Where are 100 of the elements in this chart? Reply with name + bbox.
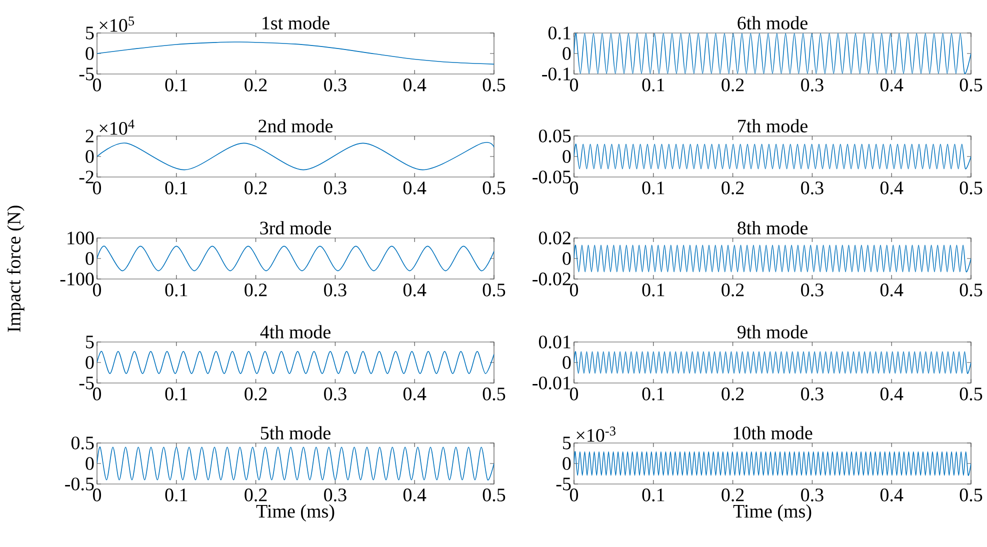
x-tick-label: 0.5 <box>482 284 506 296</box>
x-tick-label: 0.4 <box>880 284 904 296</box>
chart-title: 4th mode <box>260 325 330 338</box>
x-tick-label: 0.1 <box>165 488 188 502</box>
y-tick-label: -0.5 <box>65 478 94 490</box>
y-tick-label: 0 <box>562 457 571 470</box>
y-tick-label: 0 <box>86 150 94 163</box>
x-tick-label: 0.2 <box>244 488 267 502</box>
chart-title: 5th mode <box>260 426 330 440</box>
y-tick-label: -0.05 <box>532 170 571 184</box>
y-axis-title: Impact force (N) <box>6 206 24 332</box>
x-tick-label: 0.2 <box>244 182 267 194</box>
x-tick-label: 0.4 <box>403 78 426 92</box>
x-tick-label: 0.3 <box>324 78 346 92</box>
text: ×10$^{5}$ <box>100 16 134 32</box>
y-tick-label: 0 <box>562 150 571 163</box>
x-tick-label: 0.4 <box>403 182 426 194</box>
chart-title: 10th mode <box>734 426 812 440</box>
y-tick-label: 100 <box>68 232 94 244</box>
x-tick-label: 0.5 <box>482 78 506 92</box>
y-tick-label: -100 <box>60 272 94 286</box>
x-tick-label: 0.5 <box>960 78 982 92</box>
line-series <box>97 246 494 272</box>
y-tick-label: 0.01 <box>538 336 570 348</box>
x-tick-label: 0.5 <box>960 388 982 400</box>
y-tick-label: 0 <box>86 252 94 265</box>
y-tick-label: -2 <box>79 170 94 184</box>
x-tick-label: 0.3 <box>801 488 824 502</box>
x-tick-label: 0.2 <box>244 388 267 400</box>
chart-title: 6th mode <box>738 16 808 30</box>
y-tick-label: 0 <box>562 356 571 369</box>
x-tick-label: 0.4 <box>403 488 426 502</box>
x-tick-label: 0.2 <box>722 488 744 502</box>
x-tick-label: 0.1 <box>642 388 664 400</box>
x-tick-label: 0.4 <box>880 488 904 502</box>
y-tick-label: -5 <box>79 376 94 390</box>
x-tick-label: 0.4 <box>403 284 426 296</box>
x-tick-label: 0.1 <box>642 284 664 296</box>
y-tick-label: 5 <box>86 336 94 348</box>
y-tick-label: 0.02 <box>538 232 570 244</box>
x-tick-label: 0.2 <box>244 78 267 92</box>
x-tick-label: 0.1 <box>642 488 664 502</box>
x-tick-label: 0.2 <box>722 78 744 92</box>
line-series <box>97 350 494 374</box>
x-tick-label: 0.3 <box>801 182 824 194</box>
text: ×10$^{4}$ <box>100 120 134 135</box>
text: ×10$^{-3}$ <box>576 426 616 442</box>
y-tick-label: -0.1 <box>542 68 570 80</box>
chart-title: 8th mode <box>738 221 808 234</box>
x-axis-title: Time (ms) <box>733 504 812 522</box>
chart-title: 2nd mode <box>258 119 333 132</box>
chart-title: 7th mode <box>738 119 808 132</box>
line-series <box>97 142 494 170</box>
x-tick-label: 0.5 <box>960 284 982 296</box>
x-tick-label: 0.5 <box>482 388 506 400</box>
y-tick-label: 5 <box>86 26 94 40</box>
x-tick-label: 0.3 <box>801 78 824 92</box>
x-tick-label: 0.3 <box>324 284 346 296</box>
y-tick-label: 0.1 <box>548 26 570 40</box>
y-tick-label: 0 <box>86 47 94 60</box>
y-tick-label: 0.5 <box>71 436 94 450</box>
x-tick-label: 0.3 <box>324 388 346 400</box>
x-tick-label: 0.4 <box>880 78 904 92</box>
x-tick-label: 0.2 <box>244 284 267 296</box>
x-tick-label: 0.2 <box>722 388 744 400</box>
x-tick-label: 0.1 <box>165 388 188 400</box>
y-tick-label: 2 <box>86 130 94 142</box>
x-tick-label: 0.3 <box>801 284 824 296</box>
x-tick-label: 0.1 <box>642 78 664 92</box>
x-tick-label: 0.1 <box>165 182 188 194</box>
x-tick-label: 0.2 <box>722 284 744 296</box>
y-tick-label: 0 <box>86 457 94 470</box>
x-tick-label: 0.1 <box>165 78 188 92</box>
y-tick-label: 0 <box>562 47 571 60</box>
x-tick-label: 0.5 <box>960 488 982 502</box>
x-tick-label: 0.1 <box>165 284 188 296</box>
chart-title: 3rd mode <box>260 221 331 234</box>
x-tick-label: 0.5 <box>960 182 982 194</box>
x-tick-label: 0.3 <box>324 488 346 502</box>
line-series <box>97 42 494 65</box>
y-tick-label: 0 <box>86 356 94 369</box>
x-tick-label: 0.4 <box>880 388 904 400</box>
chart-title: 9th mode <box>737 325 808 338</box>
y-tick-label: 0.05 <box>538 130 571 142</box>
chart-title: 1st mode <box>262 16 330 30</box>
x-tick-label: 0.5 <box>482 488 506 502</box>
x-tick-label: 0.3 <box>801 388 824 400</box>
y-tick-label: -0.02 <box>532 272 570 286</box>
x-tick-label: 0.3 <box>324 182 346 194</box>
y-tick-label: -5 <box>79 68 94 80</box>
x-axis-title: Time (ms) <box>256 504 334 522</box>
x-tick-label: 0.5 <box>482 182 506 194</box>
y-tick-label: 0 <box>562 252 571 265</box>
x-tick-label: 0.4 <box>403 388 426 400</box>
y-tick-label: -5 <box>556 478 571 490</box>
x-tick-label: 0.1 <box>642 182 664 194</box>
x-tick-label: 0.2 <box>722 182 744 194</box>
y-tick-label: 5 <box>563 436 571 450</box>
x-tick-label: 0.4 <box>880 182 904 194</box>
y-tick-label: -0.01 <box>532 376 570 390</box>
